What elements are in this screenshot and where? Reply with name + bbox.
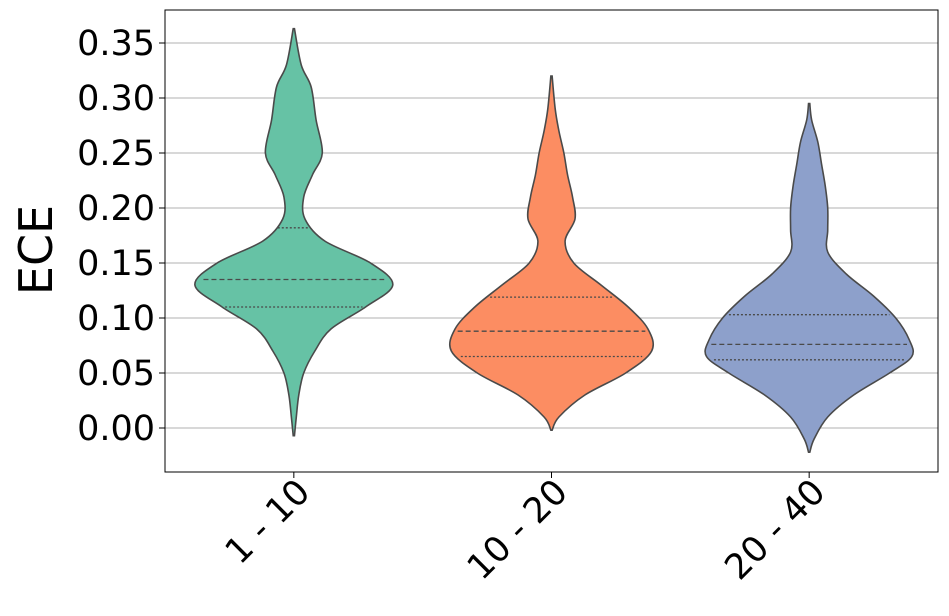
x-axis-ticks: 1 - 10 10 - 20 20 - 40	[218, 472, 834, 588]
y-axis-label: ECE	[9, 205, 63, 295]
violin-body	[704, 102, 915, 453]
x-tick-label: 1 - 10	[218, 472, 318, 572]
y-tick-label: 0.00	[77, 409, 155, 449]
y-axis-ticks: 0.00 0.05 0.10 0.15 0.20 0.25 0.30 0.35	[77, 24, 165, 449]
violin-body	[448, 75, 655, 431]
violin-body	[194, 27, 394, 437]
x-tick-label: 10 - 20	[460, 472, 576, 588]
y-tick-label: 0.10	[77, 299, 155, 339]
y-tick-label: 0.30	[77, 79, 155, 119]
y-tick-label: 0.20	[77, 189, 155, 229]
violins	[194, 27, 915, 453]
y-tick-label: 0.25	[77, 134, 155, 174]
y-tick-label: 0.15	[77, 244, 155, 284]
x-tick-label: 20 - 40	[718, 472, 834, 588]
y-tick-label: 0.35	[77, 24, 155, 64]
y-tick-label: 0.05	[77, 354, 155, 394]
